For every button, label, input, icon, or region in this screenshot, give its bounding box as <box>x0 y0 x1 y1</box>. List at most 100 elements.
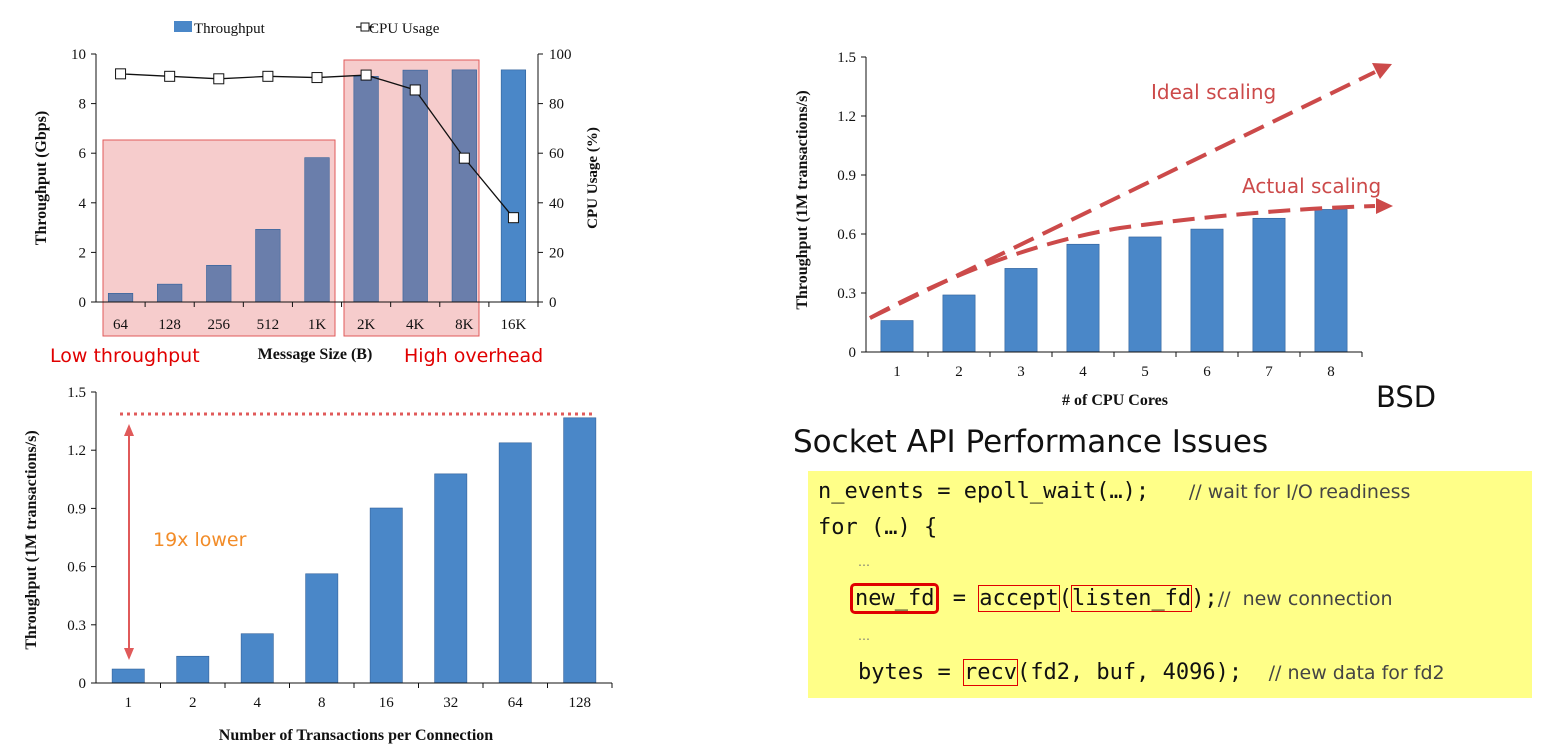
y-tick-label: 0.6 <box>837 227 856 243</box>
x-tick-label: 4 <box>1079 364 1087 380</box>
comment-new-connection: // new connection <box>1217 588 1393 610</box>
c1-ylabel: Throughput (Gbps) <box>33 111 50 245</box>
transactions-chart: 00.30.60.91.21.51 2 4 8 16 32 64 128 19x lower … <box>23 385 613 744</box>
x-tick-label: 8K <box>455 317 474 333</box>
x-tick-label: 6 <box>1203 364 1211 380</box>
legend-cpu-label: CPU Usage <box>369 21 440 37</box>
code-paren-open: ( <box>1058 586 1072 611</box>
gap-arrow-head-top <box>124 424 134 436</box>
actual-scaling-label: Actual scaling <box>1242 174 1381 198</box>
y-tick-label: 4 <box>79 196 87 212</box>
y2-tick-label: 40 <box>549 196 564 212</box>
code-line-epoll: n_events = epoll_wait(…); // wait for I/… <box>818 477 1410 507</box>
y-tick-label: 2 <box>79 245 87 261</box>
bar <box>434 473 468 684</box>
x-tick-label: 8 <box>1327 364 1335 380</box>
bar <box>880 320 914 353</box>
low-throughput-region <box>102 139 336 337</box>
low-throughput-annotation: Low throughput <box>50 345 200 367</box>
bar <box>255 229 281 303</box>
x-tick-label: 64 <box>508 695 524 711</box>
gap-arrow-head-bottom <box>124 648 134 660</box>
y2-tick-label: 80 <box>549 97 564 113</box>
cpu-usage-marker <box>409 84 421 96</box>
x-tick-label: 4 <box>254 695 262 711</box>
code-snippet: n_events = epoll_wait(…); // wait for I/… <box>808 471 1532 698</box>
y2-tick-label: 0 <box>549 295 557 311</box>
cpu-usage-marker <box>360 69 372 81</box>
bar <box>1252 217 1286 353</box>
bar <box>176 655 210 684</box>
cpu-usage-marker <box>311 72 323 84</box>
ideal-scaling-arrow <box>869 70 1376 320</box>
code-eq: = <box>939 586 980 611</box>
comment-new-data: // new data for fd2 <box>1268 662 1445 684</box>
cpu-usage-marker <box>164 70 176 82</box>
y-tick-label: 0 <box>79 676 87 692</box>
y2-tick-label: 100 <box>549 47 572 63</box>
ideal-scaling-label: Ideal scaling <box>1151 80 1276 104</box>
y-tick-label: 6 <box>79 146 87 162</box>
c2-ylabel: Throughput (1M transactions/s) <box>23 430 40 649</box>
c1-y2label: CPU Usage (%) <box>585 127 601 229</box>
code-line-recv: bytes = recv(fd2, buf, 4096); // new dat… <box>858 658 1445 688</box>
y-tick-label: 0.3 <box>67 618 86 634</box>
cpu-usage-marker <box>262 70 274 82</box>
y-tick-label: 0 <box>79 295 87 311</box>
ideal-scaling-arrowhead <box>1372 63 1392 79</box>
y-tick-label: 8 <box>79 97 87 113</box>
bar <box>353 76 379 303</box>
x-tick-label: 8 <box>318 695 326 711</box>
x-tick-label: 2K <box>357 317 376 333</box>
bar <box>1128 236 1162 353</box>
x-tick-label: 256 <box>208 317 231 333</box>
y-tick-label: 1.2 <box>67 443 86 459</box>
bar <box>451 69 477 303</box>
y-tick-label: 0.6 <box>67 560 86 576</box>
code-bytes: bytes = <box>858 660 964 685</box>
bar <box>402 69 428 303</box>
x-tick-label: 3 <box>1017 364 1025 380</box>
code-epoll: n_events = epoll_wait(…); <box>818 479 1150 504</box>
c2-xlabel: Number of Transactions per Connection <box>219 727 493 744</box>
x-tick-label: 128 <box>158 317 181 333</box>
code-line-for: for (…) { <box>818 515 938 540</box>
code-paren-close: ); <box>1191 586 1218 611</box>
x-tick-label: 128 <box>569 695 592 711</box>
cpu-usage-marker <box>213 73 225 85</box>
x-tick-label: 16 <box>379 695 395 711</box>
bar <box>206 264 232 303</box>
bsd-label: BSD <box>1376 380 1437 414</box>
slide-title: Socket API Performance Issues <box>793 424 1269 460</box>
code-line-accept: new_fd = accept(listen_fd);// new connec… <box>850 583 1393 614</box>
y2-tick-label: 20 <box>549 245 564 261</box>
x-tick-label: 16K <box>501 317 527 333</box>
legend-throughput-label: Throughput <box>194 21 266 37</box>
bar <box>304 157 330 303</box>
x-tick-label: 1 <box>893 364 901 380</box>
bar <box>1066 243 1100 353</box>
actual-scaling-arrow <box>869 204 1376 320</box>
listen-fd-highlight: listen_fd <box>1070 585 1193 612</box>
y-tick-label: 10 <box>71 47 86 63</box>
c3-ylabel: Throughput (1M transactions/s) <box>794 90 811 309</box>
x-tick-label: 2 <box>955 364 963 380</box>
gap-annotation: 19x lower <box>153 529 247 551</box>
cpu-usage-marker <box>458 152 470 164</box>
bar <box>498 442 532 684</box>
newfd-highlight: new_fd <box>850 583 940 614</box>
bar <box>942 294 976 353</box>
recv-highlight: recv <box>962 659 1018 686</box>
x-tick-label: 2 <box>189 695 197 711</box>
y-tick-label: 0.9 <box>837 168 856 184</box>
bar <box>500 69 527 303</box>
x-tick-label: 512 <box>257 317 280 333</box>
message-size-chart: 0 2 4 6 8 10 64 128 256 512 1K 2K 4K 8K 16K 0 20 40 60 80 10… <box>33 21 601 367</box>
bar <box>1004 268 1038 353</box>
bar <box>1314 209 1348 353</box>
bar <box>107 293 134 303</box>
legend-cpu-marker <box>360 22 370 32</box>
x-tick-label: 1 <box>125 695 133 711</box>
code-ellipsis-2: … <box>858 629 870 643</box>
legend-throughput-swatch <box>174 21 192 32</box>
